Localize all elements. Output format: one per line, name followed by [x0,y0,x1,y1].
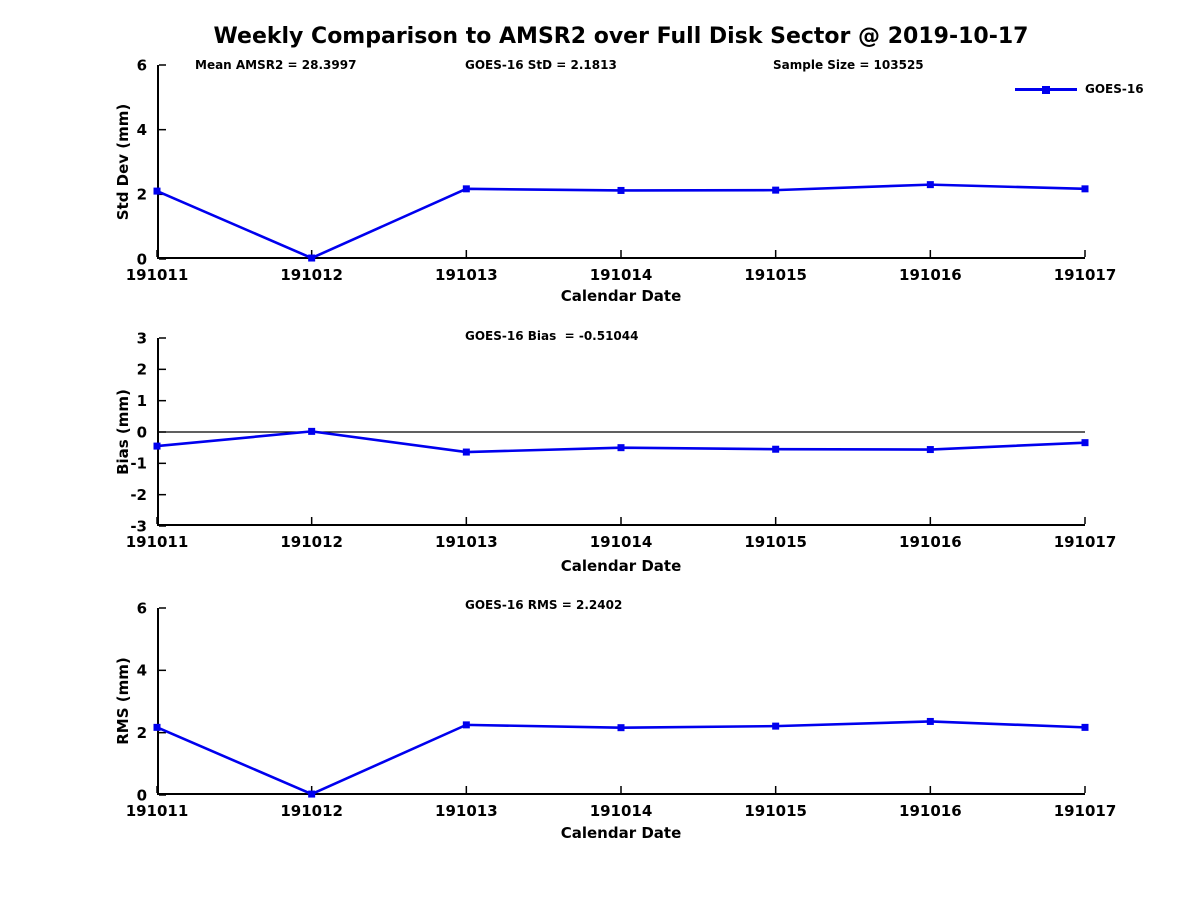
x-tick-label: 191014 [590,802,653,820]
data-point-marker [308,254,316,262]
data-point-marker [308,790,316,798]
x-tick-label: 191011 [126,266,189,284]
legend-square-marker-icon [1042,85,1050,94]
data-point-marker [617,724,625,732]
y-tick-label: -1 [130,455,147,473]
y-tick-label: 6 [137,56,147,74]
x-tick-label: 191014 [590,266,653,284]
data-point-marker [617,186,625,194]
y-tick-label: -3 [130,517,147,535]
data-point-marker [772,722,780,730]
y-tick-label: 3 [137,329,147,347]
x-tick-label: 191017 [1054,533,1117,551]
data-point-marker [462,721,470,729]
y-tick-label: 4 [137,662,147,680]
data-point-marker [772,186,780,194]
y-axis-label-std-dev: Std Dev (mm) [114,103,132,221]
std-dev-plot: 0 2 4 6 191011 191012 191013 191014 191015 191016… [126,56,1117,284]
stat-sample-size: Sample Size = 103525 [773,58,924,72]
data-point-marker [617,444,625,452]
x-tick-label: 191012 [280,266,343,284]
y-tick-label: 2 [137,361,147,379]
x-tick-label: 191017 [1054,266,1117,284]
x-tick-label: 191013 [435,802,498,820]
x-tick-label: 191011 [126,533,189,551]
axis-lines [157,338,1085,526]
x-tick-label: 191017 [1054,802,1117,820]
x-tick-label: 191015 [744,533,807,551]
x-axis-label-bottom: Calendar Date [560,824,682,842]
data-point-marker [308,427,316,435]
y-tick-label: 0 [137,423,147,441]
data-point-marker [153,723,161,731]
y-tick-label: 6 [137,599,147,617]
legend-line-sample [1015,85,1077,94]
legend: GOES-16 [1015,81,1144,97]
x-tick-label: 191014 [590,533,653,551]
data-point-marker [1081,439,1089,447]
y-tick-label: 2 [137,186,147,204]
x-tick-label: 191013 [435,266,498,284]
data-line-GOES-16 [156,720,1086,796]
data-line-GOES-16 [156,183,1086,260]
x-tick-label: 191016 [899,533,962,551]
x-tick-label: 191016 [899,266,962,284]
data-point-marker [926,446,934,454]
data-point-marker [1081,723,1089,731]
y-tick-label: 4 [137,121,147,139]
data-point-marker [462,185,470,193]
y-tick-label: 1 [137,392,147,410]
x-tick-label: 191016 [899,802,962,820]
x-tick-label: 191015 [744,266,807,284]
x-tick-label: 191011 [126,802,189,820]
axis-lines [157,608,1085,795]
x-tick-label: 191013 [435,533,498,551]
y-axis-label-rms: RMS (mm) [114,657,132,745]
data-point-marker [926,181,934,189]
chart-title: Weekly Comparison to AMSR2 over Full Dis… [213,24,1029,49]
x-tick-label: 191012 [280,533,343,551]
data-point-marker [153,442,161,450]
legend-label: GOES-16 [1085,82,1144,96]
stat-mean-amsr2: Mean AMSR2 = 28.3997 [195,58,357,72]
x-axis-label-top: Calendar Date [560,287,682,305]
rms-plot: 0 2 4 6 191011 191012 191013 191014 191015 191016… [126,599,1117,820]
data-point-marker [462,448,470,456]
x-tick-label: 191015 [744,802,807,820]
x-axis-label-middle: Calendar Date [560,557,682,575]
data-point-marker [926,717,934,725]
stat-goes16-std: GOES-16 StD = 2.1813 [465,58,617,72]
y-tick-label: 0 [137,786,147,804]
data-point-marker [772,445,780,453]
y-tick-label: 0 [137,250,147,268]
axis-lines [157,65,1085,259]
stat-goes16-bias: GOES-16 Bias = -0.51044 [465,329,639,343]
data-point-marker [1081,185,1089,193]
x-tick-label: 191012 [280,802,343,820]
stat-goes16-rms: GOES-16 RMS = 2.2402 [465,598,623,612]
data-point-marker [153,187,161,195]
y-tick-label: -2 [130,486,147,504]
y-tick-label: 2 [137,724,147,742]
